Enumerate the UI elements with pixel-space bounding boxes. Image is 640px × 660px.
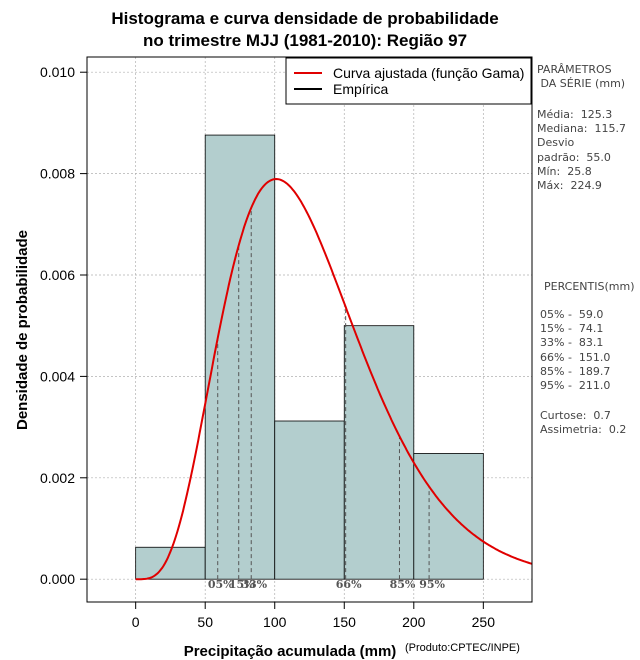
- x-tick-label: 250: [472, 614, 496, 630]
- percentis-body: 05% - 59.0 15% - 74.1 33% - 83.1 66% - 1…: [540, 308, 611, 393]
- source-note: (Produto:CPTEC/INPE): [405, 642, 520, 654]
- y-tick-label: 0.004: [40, 368, 75, 384]
- chart-title-line2: no trimestre MJJ (1981-2010): Região 97: [142, 31, 468, 50]
- percentile-label-6: 95%: [419, 578, 445, 591]
- params-body: Média: 125.3 Mediana: 115.7 Desvio padrã…: [537, 108, 626, 193]
- y-tick-label: 0.008: [40, 166, 75, 182]
- chart-title-line1: Histograma e curva densidade de probabil…: [111, 9, 499, 28]
- gamma-curve: [135, 177, 533, 581]
- x-axis-label: Precipitação acumulada (mm): [184, 643, 397, 660]
- histogram-bar-4: [343, 325, 415, 580]
- histogram-bar-3: [274, 420, 345, 580]
- legend-label-curve: Curva ajustada (função Gama): [333, 65, 524, 81]
- percentile-markers: 05%15%33% 66% 85% 95%: [208, 207, 446, 591]
- histogram-bar-5: [413, 453, 484, 580]
- axes: 0 50 100 150 200 250 0.000 0.002 0.004 0.006 0.008…: [40, 64, 495, 630]
- histogram-bar-2: [204, 134, 276, 580]
- x-tick-label: 150: [333, 614, 357, 630]
- y-tick-label: 0.010: [40, 64, 75, 80]
- y-axis-label: Densidade de probabilidade: [14, 230, 31, 430]
- legend-label-empirical: Empírica: [333, 81, 388, 97]
- params-heading: PARÂMETROS DA SÉRIE (mm): [537, 63, 626, 91]
- y-tick-label: 0.000: [40, 571, 75, 587]
- y-tick-label: 0.006: [40, 267, 75, 283]
- x-tick-label: 200: [402, 614, 426, 630]
- percentile-label-2: 15%: [229, 578, 255, 591]
- x-tick-label: 50: [197, 614, 213, 630]
- percentile-label-4: 66%: [336, 578, 362, 591]
- y-tick-label: 0.002: [40, 470, 75, 486]
- percentis-heading: PERCENTIS(mm): [544, 280, 635, 293]
- x-tick-label: 100: [263, 614, 287, 630]
- stats-body: Curtose: 0.7 Assimetria: 0.2: [540, 409, 627, 437]
- percentile-label-1: 05%: [208, 578, 234, 591]
- plot-frame: [86, 56, 533, 603]
- histogram-bars: [135, 134, 484, 580]
- x-tick-label: 0: [132, 614, 140, 630]
- percentile-label-5: 85%: [390, 578, 416, 591]
- legend: Curva ajustada (função Gama) Empírica: [285, 57, 532, 105]
- percentile-label-3: 33%: [241, 578, 267, 591]
- gamma-curve-layer: [135, 177, 533, 581]
